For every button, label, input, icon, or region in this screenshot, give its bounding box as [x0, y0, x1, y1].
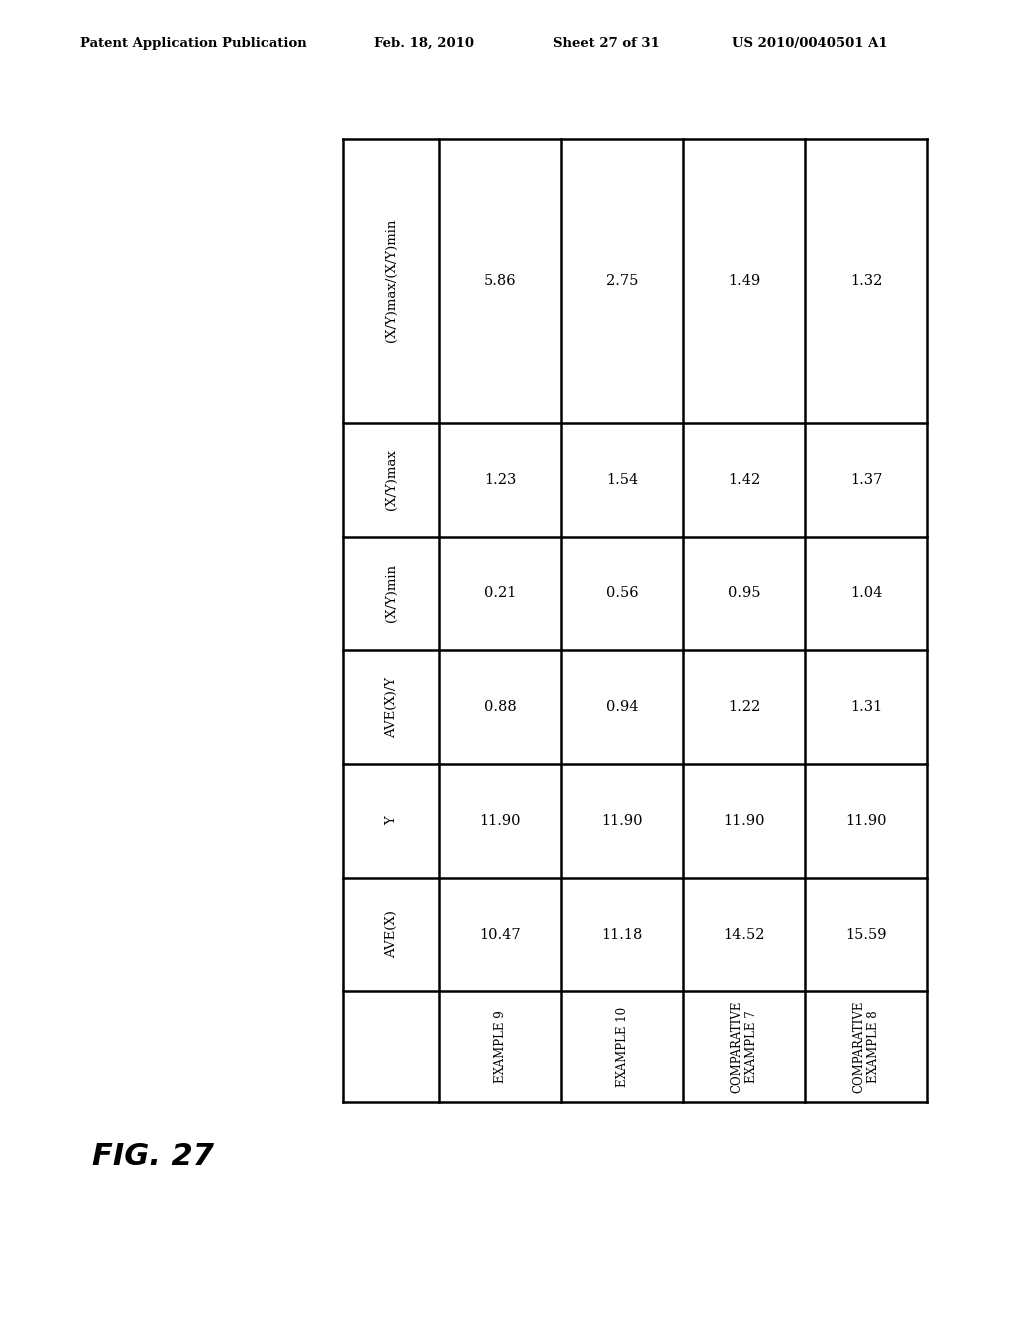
Text: 5.86: 5.86 [484, 273, 517, 288]
Text: EXAMPLE 9: EXAMPLE 9 [494, 1010, 507, 1084]
Text: COMPARATIVE
EXAMPLE 7: COMPARATIVE EXAMPLE 7 [730, 1001, 759, 1093]
Text: 1.32: 1.32 [850, 273, 883, 288]
Text: 11.90: 11.90 [601, 814, 643, 828]
Text: 11.90: 11.90 [845, 814, 887, 828]
Text: 1.22: 1.22 [728, 700, 761, 714]
Text: Sheet 27 of 31: Sheet 27 of 31 [553, 37, 659, 50]
Text: 0.95: 0.95 [728, 586, 761, 601]
Text: 1.37: 1.37 [850, 473, 883, 487]
Text: 1.49: 1.49 [728, 273, 761, 288]
Text: EXAMPLE 10: EXAMPLE 10 [615, 1007, 629, 1086]
Text: (X/Y)min: (X/Y)min [385, 565, 397, 623]
Text: 0.21: 0.21 [484, 586, 516, 601]
Text: 11.18: 11.18 [602, 928, 643, 941]
Text: Y: Y [385, 817, 397, 825]
Text: 15.59: 15.59 [845, 928, 887, 941]
Text: Patent Application Publication: Patent Application Publication [80, 37, 306, 50]
Text: 10.47: 10.47 [479, 928, 521, 941]
Text: 1.04: 1.04 [850, 586, 883, 601]
Text: 11.90: 11.90 [479, 814, 521, 828]
Text: 0.94: 0.94 [606, 700, 639, 714]
Text: 1.31: 1.31 [850, 700, 882, 714]
Text: FIG. 27: FIG. 27 [92, 1142, 214, 1171]
Text: (X/Y)max: (X/Y)max [385, 449, 397, 510]
Text: US 2010/0040501 A1: US 2010/0040501 A1 [732, 37, 888, 50]
Text: 0.88: 0.88 [484, 700, 517, 714]
Text: 1.42: 1.42 [728, 473, 761, 487]
Text: 11.90: 11.90 [724, 814, 765, 828]
Text: 1.54: 1.54 [606, 473, 638, 487]
Text: AVE(X): AVE(X) [385, 911, 397, 958]
Text: 1.23: 1.23 [484, 473, 516, 487]
Text: 2.75: 2.75 [606, 273, 639, 288]
Text: COMPARATIVE
EXAMPLE 8: COMPARATIVE EXAMPLE 8 [852, 1001, 880, 1093]
Text: Feb. 18, 2010: Feb. 18, 2010 [374, 37, 474, 50]
Text: AVE(X)/Y: AVE(X)/Y [385, 677, 397, 738]
Text: (X/Y)max/(X/Y)min: (X/Y)max/(X/Y)min [385, 219, 397, 342]
Text: 14.52: 14.52 [724, 928, 765, 941]
Text: 0.56: 0.56 [606, 586, 639, 601]
